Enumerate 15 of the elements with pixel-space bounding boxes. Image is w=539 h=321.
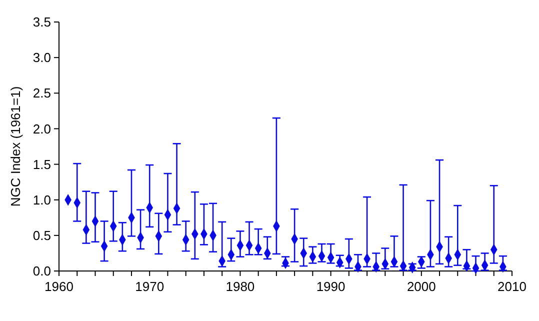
y-tick-label: 3.5	[32, 14, 51, 30]
x-tick-label: 1980	[226, 279, 255, 294]
y-tick-label: 2.0	[32, 121, 51, 136]
x-tick-label: 1960	[44, 279, 74, 294]
y-axis-title: NGC Index (1961=1)	[8, 86, 23, 207]
x-tick-label: 2010	[498, 279, 526, 294]
x-tick-label: 1970	[135, 279, 164, 294]
y-tick-label: 0.0	[32, 264, 51, 279]
y-tick-label: 2.5	[32, 86, 51, 101]
x-tick-label: 1990	[316, 279, 346, 294]
y-tick-label: 0.5	[32, 228, 51, 243]
y-tick-label: 1.0	[32, 192, 51, 208]
y-tick-label: 3.0	[32, 50, 51, 66]
y-tick-label: 1.5	[32, 156, 51, 172]
x-tick-label: 2000	[406, 279, 436, 294]
